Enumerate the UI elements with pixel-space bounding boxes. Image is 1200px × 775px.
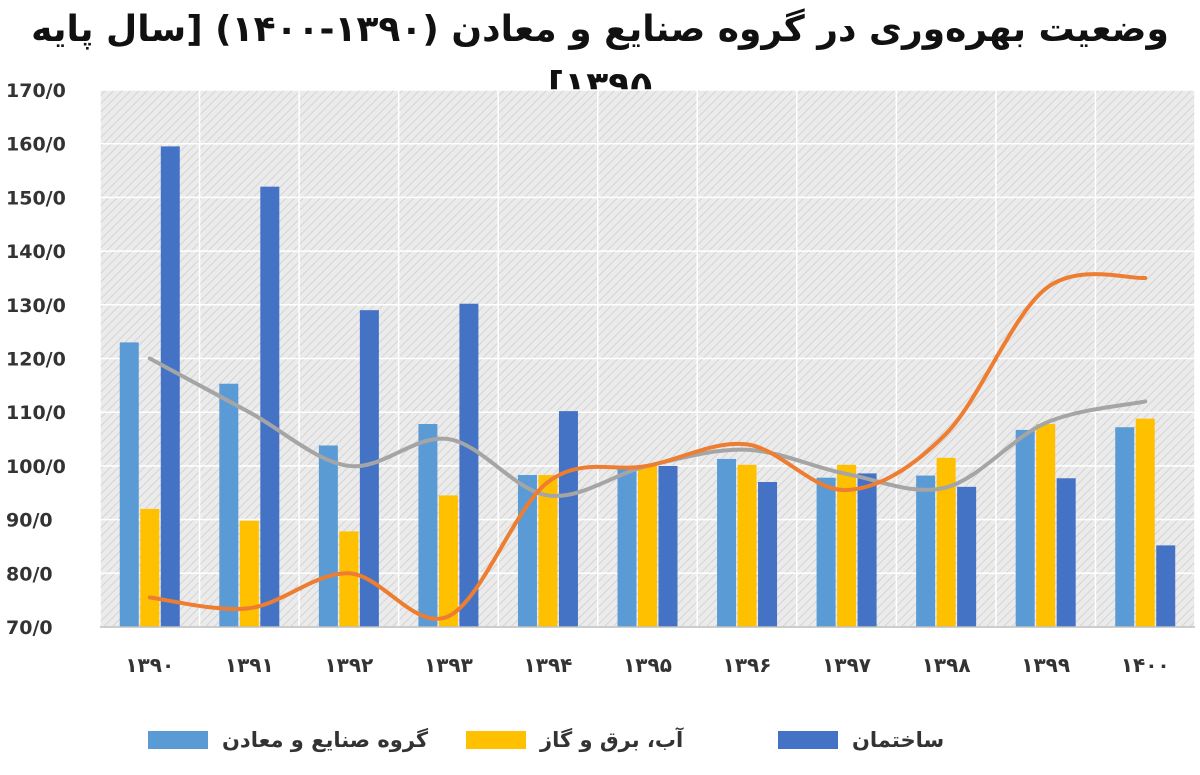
bars — [119, 146, 1176, 627]
bar — [538, 475, 558, 627]
y-tick-label: 120/0 — [6, 349, 66, 371]
bar — [1015, 429, 1035, 627]
legend-label: آب، برق و گاز — [540, 728, 684, 752]
legend-item-industry-mining: گروه صنایع و معادن — [148, 720, 428, 760]
y-tick-label: 150/0 — [6, 187, 66, 209]
x-tick-label: ۱۳۹۵ — [623, 653, 672, 677]
series-line — [147, 272, 1148, 621]
y-tick-label: 110/0 — [6, 402, 66, 424]
y-tick-label: 90/0 — [6, 510, 53, 532]
x-tick-label: ۱۳۹۶ — [723, 653, 772, 677]
bar — [359, 310, 379, 627]
bar — [916, 475, 936, 627]
bar — [957, 486, 977, 627]
y-tick-label: 130/0 — [6, 295, 66, 317]
trend-lines — [147, 272, 1148, 621]
bar — [140, 508, 160, 627]
legend-swatch — [148, 731, 208, 749]
x-tick-label: ۱۳۹۷ — [822, 653, 871, 677]
bar — [857, 473, 877, 627]
bar — [638, 465, 657, 627]
bar — [1135, 418, 1155, 627]
x-tick-label: ۱۳۹۲ — [324, 653, 373, 677]
bar — [737, 464, 757, 627]
bar — [1036, 424, 1056, 627]
y-tick-label: 170/0 — [6, 80, 66, 102]
y-tick-label: 100/0 — [6, 456, 66, 478]
bar — [339, 531, 359, 627]
legend-item-construction: ساختمان — [778, 720, 944, 760]
x-tick-label: ۱۳۹۴ — [524, 653, 573, 677]
bar — [816, 477, 836, 627]
bar — [438, 495, 458, 627]
bar — [318, 445, 338, 627]
bar — [658, 465, 678, 627]
x-tick-label: ۱۳۹۰ — [125, 653, 174, 677]
bar — [459, 303, 479, 627]
bar — [837, 464, 857, 627]
legend-item-water-electricity-gas: آب، برق و گاز — [466, 720, 683, 760]
bar — [558, 411, 578, 627]
bar — [1115, 427, 1135, 627]
x-tick-label: ۱۳۹۳ — [424, 653, 473, 677]
bar — [219, 383, 239, 627]
y-tick-label: 70/0 — [6, 617, 53, 639]
x-tick-label: ۱۳۹۱ — [225, 653, 274, 677]
bar — [260, 186, 280, 627]
y-axis-ticks: 70/0 80/0 90/0 100/0 110/0 120/0 130/0 140/0 150… — [6, 80, 66, 639]
bar — [1056, 478, 1076, 627]
chart-title: وضعیت بهره‌وری در گروه صنایع و معادن (۱۳… — [31, 9, 1169, 106]
bar — [418, 424, 438, 627]
x-tick-label: ۱۴۰۰ — [1121, 653, 1170, 677]
legend-swatch — [466, 731, 526, 749]
x-axis-ticks: ۱۳۹۰ ۱۳۹۱ ۱۳۹۲ ۱۳۹۳ ۱۳۹۴ ۱۳۹۵ ۱۳۹۶ ۱۳۹۷ ۱۳۹۸ ۱۳۹۹… — [125, 653, 1169, 677]
bar — [239, 520, 259, 627]
bar — [617, 465, 637, 627]
legend-label: گروه صنایع و معادن — [222, 728, 429, 752]
bar — [1156, 545, 1176, 627]
legend-label: ساختمان — [852, 728, 945, 752]
bar — [160, 146, 180, 627]
bar — [717, 458, 737, 627]
x-tick-label: ۱۳۹۹ — [1021, 653, 1070, 677]
x-tick-label: ۱۳۹۸ — [922, 653, 971, 677]
y-tick-label: 140/0 — [6, 241, 66, 263]
y-tick-label: 160/0 — [6, 134, 66, 156]
bar — [758, 482, 778, 627]
legend-swatch — [778, 731, 838, 749]
bar — [119, 342, 139, 627]
y-tick-label: 80/0 — [6, 563, 53, 585]
bar — [936, 457, 956, 627]
